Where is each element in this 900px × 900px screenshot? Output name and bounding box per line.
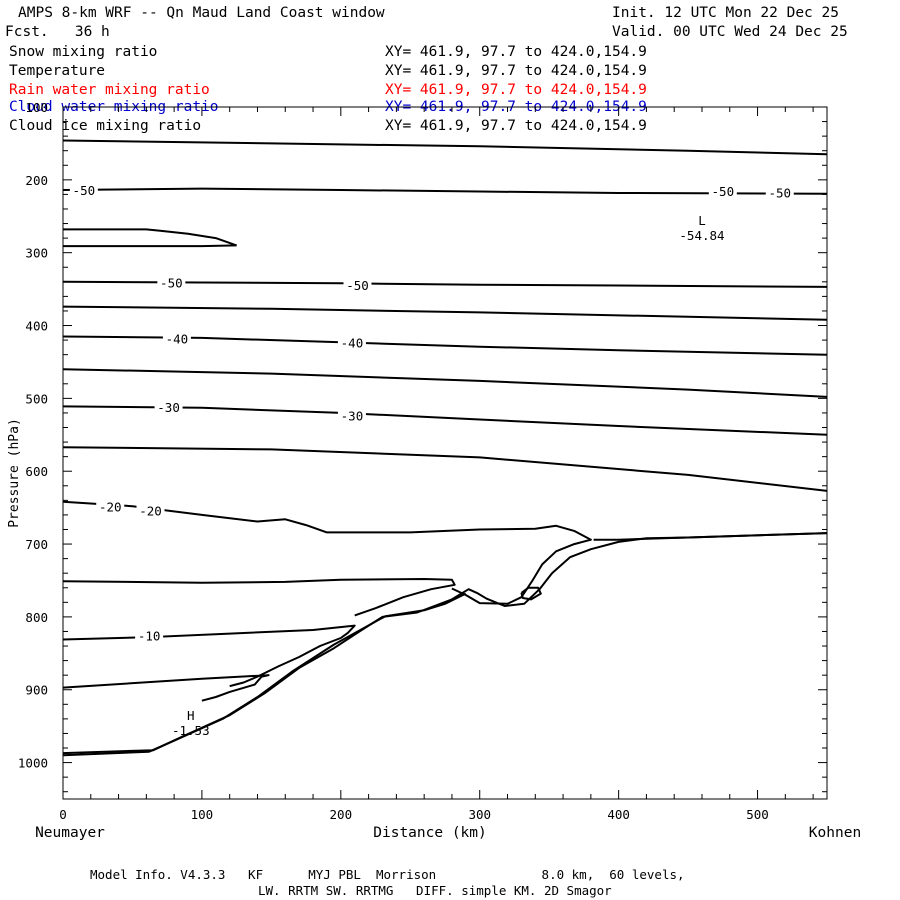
contour-line-2 — [63, 228, 237, 247]
field-name-temperature: Temperature — [9, 63, 106, 79]
y-tick-label: 500 — [25, 391, 48, 406]
extremum-H-letter: H — [187, 708, 195, 723]
contour-line-15 — [62, 674, 270, 702]
extremum-H-value: -1.53 — [172, 723, 210, 738]
contour-label: -10 — [138, 629, 161, 644]
contour-line-17 — [62, 532, 828, 755]
contour-label: -50 — [346, 278, 369, 293]
contour-label-bg — [96, 499, 125, 515]
y-tick-label: 900 — [25, 683, 48, 698]
field-name-snow: Snow mixing ratio — [9, 44, 158, 60]
contour-label-bg — [136, 503, 165, 519]
y-tick-label: 300 — [25, 246, 48, 261]
extremum-L-letter: L — [698, 213, 706, 228]
contour-label-bg — [337, 408, 366, 424]
x-tick-label: 200 — [330, 807, 353, 822]
chart-title: AMPS 8-km WRF -- Qn Maud Land Coast wind… — [18, 5, 385, 21]
plot-frame — [62, 106, 828, 800]
y-tick-label: 1000 — [18, 756, 48, 771]
contour-label: -50 — [712, 184, 735, 199]
contour-label: -40 — [341, 336, 364, 351]
contour-lines — [62, 139, 828, 757]
contour-line-10 — [62, 500, 592, 605]
contour-label-bg — [162, 331, 191, 347]
contour-label-bg — [708, 184, 737, 200]
contour-line-7 — [62, 368, 828, 398]
contour-label-bg — [765, 185, 794, 201]
contour-line-3 — [63, 244, 237, 248]
contour-label: -50 — [73, 183, 96, 198]
extremum-L-value: -54.84 — [679, 228, 724, 243]
y-axis-title: Pressure (hPa) — [7, 418, 22, 528]
field-xy-rain: XY= 461.9, 97.7 to 424.0,154.9 — [385, 82, 647, 98]
x-tick-label: 100 — [191, 807, 214, 822]
contour-line-5 — [62, 305, 828, 321]
contour-label: -40 — [166, 331, 189, 346]
forecast-hour: Fcst. 36 h — [5, 24, 110, 40]
left-endpoint-label: Neumayer — [35, 825, 105, 841]
contour-label: -20 — [139, 503, 162, 518]
valid-time: Valid. 00 UTC Wed 24 Dec 25 — [612, 24, 848, 40]
model-physics: LW. RRTM SW. RRTMG DIFF. simple KM. 2D S… — [258, 883, 612, 898]
field-xy-snow: XY= 461.9, 97.7 to 424.0,154.9 — [385, 44, 647, 60]
contour-label-bg — [135, 628, 164, 644]
contour-line-13 — [520, 586, 542, 601]
contour-label-bg — [337, 335, 366, 351]
contour-labels: -50 -50 -50 -50 -50 -40 -40 -30 -30 -20 -20 -10 L-54… — [69, 182, 794, 738]
contour-line-12 — [62, 578, 456, 617]
contour-label: -30 — [341, 409, 364, 424]
contour-line-14 — [62, 624, 356, 688]
contour-label: -50 — [768, 186, 791, 201]
x-axis-title: Distance (km) — [373, 825, 487, 841]
y-tick-label: 200 — [25, 173, 48, 188]
init-time: Init. 12 UTC Mon 22 Dec 25 — [612, 5, 839, 21]
y-tick-label: 100 — [25, 100, 48, 115]
y-tick-label: 800 — [25, 610, 48, 625]
model-info: Model Info. V4.3.3 KF MYJ PBL Morrison 8… — [90, 867, 685, 882]
contour-label: -30 — [157, 400, 180, 415]
x-tick-label: 300 — [468, 807, 491, 822]
y-tick-label: 700 — [25, 537, 48, 552]
contour-label-bg — [154, 399, 183, 415]
contour-line-9 — [62, 446, 828, 492]
x-tick-label: 0 — [59, 807, 67, 822]
x-tick-label: 400 — [607, 807, 630, 822]
y-tick-label: 400 — [25, 319, 48, 334]
field-xy-temperature: XY= 461.9, 97.7 to 424.0,154.9 — [385, 63, 647, 79]
contour-label: -20 — [99, 500, 122, 515]
contour-line-1 — [62, 187, 828, 195]
contour-line-0 — [62, 139, 828, 156]
contour-label-bg — [343, 278, 372, 294]
right-endpoint-label: Kohnen — [809, 825, 861, 841]
field-name-rain: Rain water mixing ratio — [9, 82, 210, 98]
x-tick-label: 500 — [746, 807, 769, 822]
contour-label-bg — [69, 182, 98, 198]
field-xy-cloud-ice: XY= 461.9, 97.7 to 424.0,154.9 — [385, 118, 647, 134]
contour-label: -50 — [160, 275, 183, 290]
y-tick-label: 600 — [25, 464, 48, 479]
contour-label-bg — [157, 275, 186, 291]
